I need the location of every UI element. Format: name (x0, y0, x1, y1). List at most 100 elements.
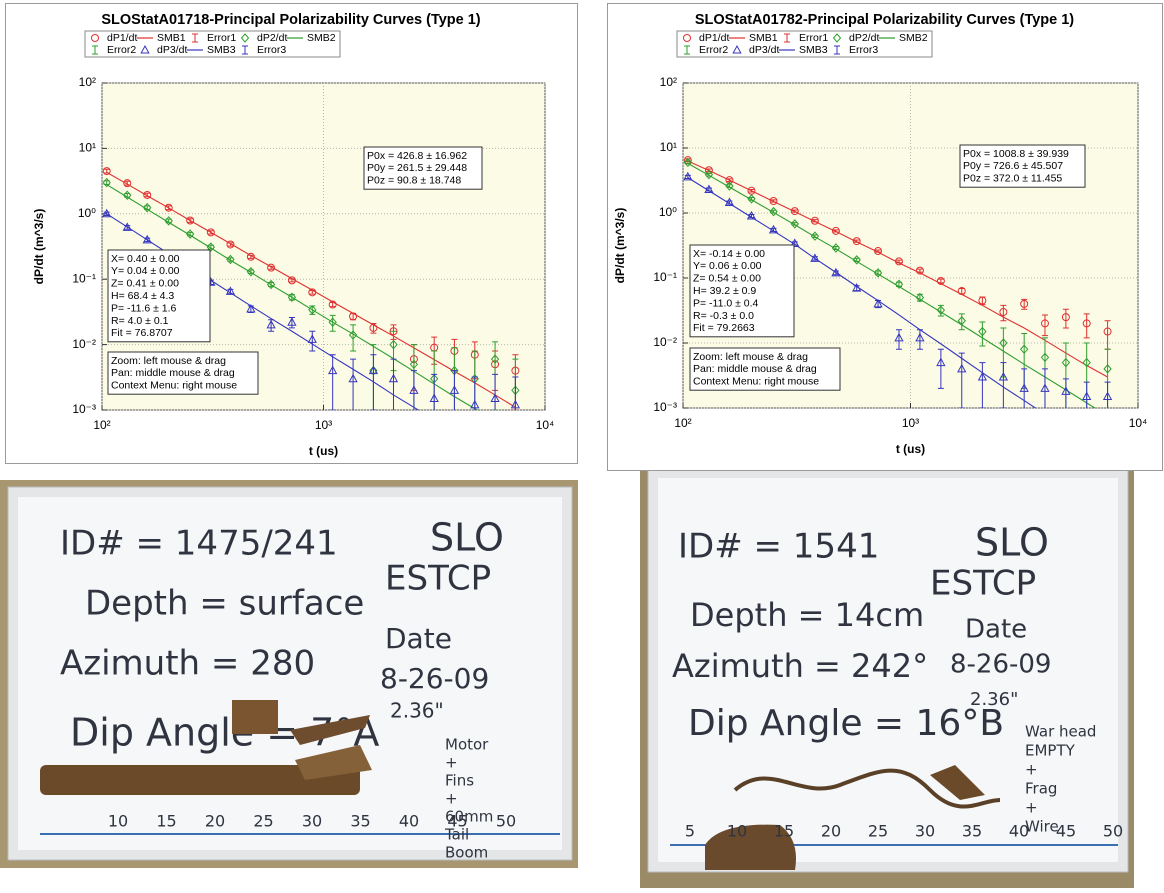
ruler-label: 30 (915, 822, 935, 841)
data-point (977, 371, 988, 381)
error-bar (853, 239, 860, 243)
error-bar (144, 237, 151, 243)
legend-error (684, 45, 690, 55)
error-bar (390, 358, 397, 410)
debris (290, 715, 370, 745)
board-date-label: Date (385, 622, 452, 655)
annotation-text: P0y = 726.6 ± 45.507 (963, 160, 1063, 172)
y-axis-label: dP/dt (m^3/s) (32, 209, 46, 285)
error-bar (726, 200, 733, 205)
annotation-text: Y= 0.06 ± 0.00 (693, 260, 762, 272)
error-bar (227, 288, 234, 295)
data-point (449, 385, 460, 394)
annotation-box (107, 249, 211, 343)
data-point (704, 184, 714, 193)
annotation-text: R= -0.3 ± 0.0 (693, 310, 754, 322)
data-point (1082, 357, 1091, 368)
error-bar (124, 180, 131, 186)
error-bar (410, 370, 417, 410)
ruler-label: 50 (496, 812, 516, 831)
data-point (852, 283, 862, 292)
fit-line (687, 177, 1037, 408)
board-depth: Depth = surface (85, 584, 364, 624)
legend-error (192, 33, 198, 43)
error-bar (124, 225, 131, 230)
y-tick-label: 10⁻¹ (653, 270, 677, 284)
annotation-text: P0z = 90.8 ± 18.748 (367, 175, 461, 187)
board-note: Boom (445, 844, 488, 862)
data-point (957, 315, 966, 326)
error-bar (770, 199, 777, 203)
error-bar (288, 278, 295, 283)
debris (705, 824, 796, 870)
x-axis-label: t (us) (896, 442, 925, 456)
ruler-label: 15 (774, 822, 794, 841)
ruler-label: 5 (685, 822, 695, 841)
legend-label: dP1/dt (699, 32, 729, 44)
board-site: ESTCP (930, 564, 1036, 604)
error-bar (144, 192, 151, 198)
board-site: SLO (975, 521, 1049, 565)
data-point (349, 312, 358, 321)
data-point (936, 305, 946, 315)
error-bar (1000, 362, 1007, 408)
error-bar (247, 254, 254, 259)
legend-label: SMB2 (899, 32, 928, 44)
board-note: Frag (1025, 780, 1057, 798)
data-point (266, 279, 276, 290)
data-point (246, 266, 256, 277)
data-point (490, 393, 500, 402)
data-point (368, 365, 379, 375)
data-point (873, 268, 883, 278)
data-point (369, 323, 378, 332)
debris (40, 765, 360, 795)
legend-label: SMB3 (799, 44, 828, 56)
data-point (725, 181, 734, 191)
error-bar (832, 229, 839, 233)
data-point (1103, 364, 1112, 374)
error-bar (471, 376, 478, 410)
legend-error (92, 45, 98, 55)
data-point (328, 365, 338, 375)
data-point (206, 228, 215, 237)
legend-label: SMB1 (749, 32, 778, 44)
legend-error (834, 45, 840, 55)
ruler-label: 25 (868, 822, 888, 841)
plot-marks (102, 167, 521, 410)
data-point (185, 229, 195, 239)
error-bar (268, 265, 275, 270)
annotation-text: P= -11.0 ± 0.4 (693, 297, 759, 309)
data-point (102, 177, 111, 188)
data-point (470, 399, 480, 409)
legend-marker (140, 44, 150, 54)
annotation-text: P0z = 372.0 ± 11.455 (963, 173, 1062, 185)
ruler-label: 35 (350, 812, 370, 831)
data-point (1061, 357, 1071, 368)
data-point (1082, 391, 1092, 401)
x-tick-label: 10² (674, 416, 691, 430)
error-bar (875, 249, 882, 253)
legend-error (242, 45, 248, 55)
board-dip: Dip Angle = 16°B (688, 703, 1004, 744)
error-bar (350, 324, 357, 352)
board-note: + (445, 790, 458, 808)
annotation-text: Context Menu: right mouse (693, 376, 819, 388)
data-point (102, 167, 111, 176)
annotation-text: Fit = 79.2663 (693, 322, 755, 334)
legend-label: Error1 (799, 32, 828, 44)
data-point (999, 307, 1008, 316)
data-point (769, 206, 778, 217)
ruler-label: 25 (253, 812, 273, 831)
data-point (894, 279, 904, 290)
board-note: Fins (445, 772, 474, 790)
data-point (831, 267, 841, 277)
ruler-label: 20 (205, 812, 225, 831)
data-point (1103, 327, 1112, 336)
plot-marks (683, 156, 1113, 408)
annotation-text: Z= 0.54 ± 0.00 (693, 273, 761, 285)
error-bar (791, 209, 798, 213)
data-point (1082, 319, 1091, 328)
board-note: + (445, 754, 458, 772)
